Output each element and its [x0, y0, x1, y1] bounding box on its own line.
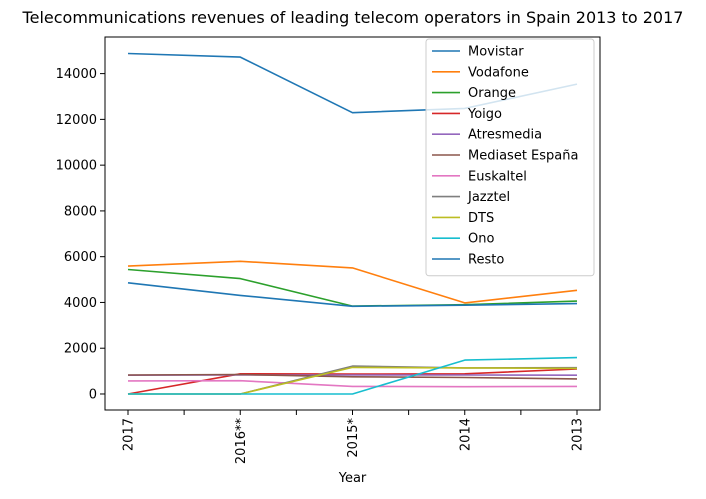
- legend-label: Vodafone: [468, 65, 529, 80]
- y-tick-label: 0: [89, 387, 97, 402]
- y-tick-label: 6000: [64, 250, 97, 265]
- y-tick-label: 4000: [64, 296, 97, 311]
- x-tick-label: 2014: [458, 418, 473, 451]
- legend: Movistar Vodafone Orange Yoigo Atresmedia Med…: [426, 39, 594, 276]
- chart-title: Telecommunications revenues of leading t…: [22, 8, 684, 27]
- x-tick-label: 2017: [122, 418, 137, 451]
- legend-label: DTS: [468, 211, 494, 226]
- y-tick-label: 14000: [56, 67, 97, 82]
- legend-label: Orange: [468, 86, 516, 101]
- legend-label: Mediaset España: [468, 149, 578, 164]
- legend-label: Resto: [468, 253, 504, 268]
- legend-label: Atresmedia: [468, 128, 542, 143]
- legend-label: Euskaltel: [468, 169, 527, 184]
- x-tick-label: 2013: [571, 418, 586, 451]
- legend-label: Yoigo: [467, 107, 502, 122]
- x-tick-label: 2015*: [346, 418, 361, 458]
- y-tick-label: 10000: [56, 159, 97, 174]
- legend-label: Jazztel: [467, 190, 510, 205]
- legend-label: Ono: [468, 232, 494, 247]
- y-tick-label: 12000: [56, 113, 97, 128]
- legend-label: Movistar: [468, 45, 524, 60]
- y-tick-label: 2000: [64, 342, 97, 357]
- x-axis-label: Year: [338, 471, 367, 486]
- y-tick-label: 8000: [64, 204, 97, 219]
- x-axis: 2017 2016** 2015* 2014 2013: [122, 410, 586, 464]
- y-axis: 0 2000 4000 6000 8000 10000 12000 14000: [56, 67, 105, 402]
- x-tick-label: 2016**: [234, 418, 249, 465]
